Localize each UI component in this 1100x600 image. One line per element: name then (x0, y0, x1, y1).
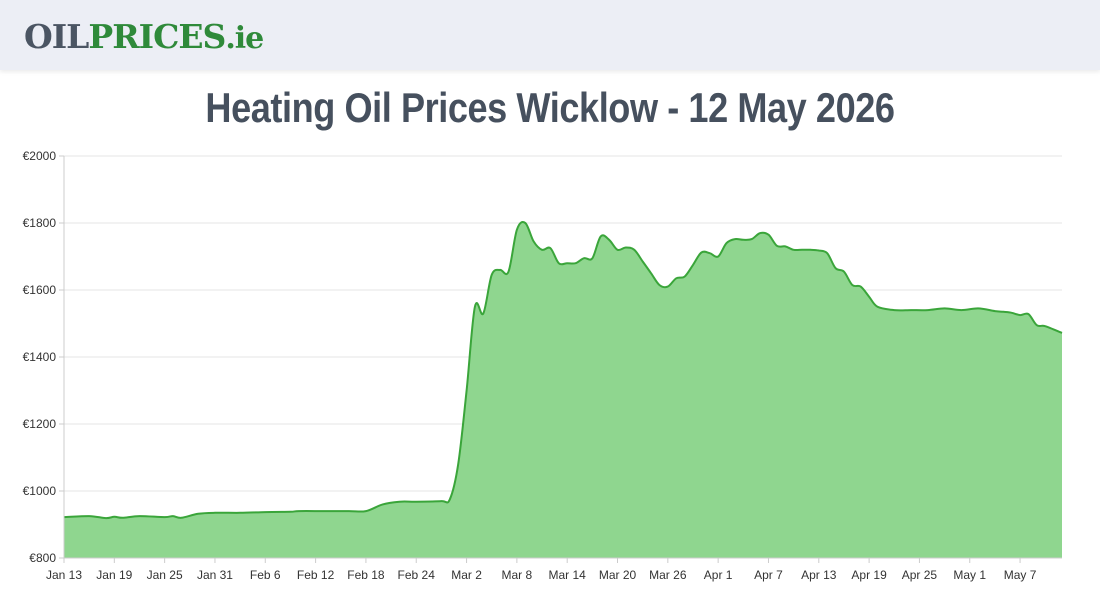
logo-oil-text: OIL (24, 17, 89, 56)
x-tick-label: Feb 18 (347, 568, 385, 582)
page-title: Heating Oil Prices Wicklow - 12 May 2026 (205, 84, 895, 131)
x-tick-label: Mar 14 (549, 568, 587, 582)
y-tick-labels: €800 €1000 €1200 €1400 €1600 €1800 €2000 (23, 149, 57, 565)
logo-tld-text: .ie (225, 21, 264, 56)
y-tick-label: €2000 (23, 149, 57, 163)
y-tick-label: €1600 (23, 283, 57, 297)
x-tick-labels: Jan 13 Jan 19 Jan 25 Jan 31 Feb 6 Feb 12 Feb 1… (46, 568, 1037, 582)
x-tick-marks (63, 558, 1021, 563)
site-header: OILPRICES.ie (0, 0, 1100, 70)
y-tick-label: €1000 (23, 484, 57, 498)
x-tick-label: Mar 20 (599, 568, 637, 582)
price-area (64, 222, 1062, 558)
x-tick-label: Apr 25 (902, 568, 938, 582)
x-tick-label: Feb 24 (398, 568, 436, 582)
y-tick-label: €1400 (23, 350, 57, 364)
x-tick-label: May 1 (953, 568, 986, 582)
x-tick-label: Apr 13 (801, 568, 837, 582)
x-tick-label: Apr 19 (851, 568, 887, 582)
logo-prices-text: PRICES (88, 17, 226, 56)
x-tick-label: Jan 31 (197, 568, 233, 582)
x-tick-label: Jan 25 (147, 568, 183, 582)
x-tick-label: Feb 6 (250, 568, 281, 582)
x-tick-label: Jan 13 (46, 568, 82, 582)
x-tick-label: Apr 7 (754, 568, 783, 582)
x-tick-label: Apr 1 (704, 568, 733, 582)
x-tick-label: May 7 (1004, 568, 1037, 582)
y-tick-label: €1200 (23, 417, 57, 431)
y-tick-label: €1800 (23, 216, 57, 230)
x-tick-label: Mar 26 (649, 568, 687, 582)
y-tick-label: €800 (29, 551, 56, 565)
x-tick-label: Mar 8 (502, 568, 533, 582)
price-line (63, 221, 1063, 520)
x-tick-label: Mar 2 (451, 568, 482, 582)
price-chart: €800 €1000 €1200 €1400 €1600 €1800 €2000 Jan 1… (23, 149, 1063, 582)
site-logo[interactable]: OILPRICES.ie (24, 14, 264, 62)
x-tick-label: Feb 12 (297, 568, 335, 582)
x-tick-label: Jan 19 (96, 568, 132, 582)
